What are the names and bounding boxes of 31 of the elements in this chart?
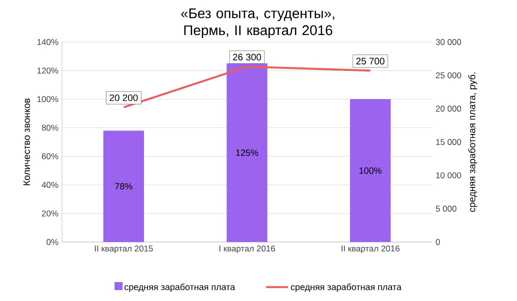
y2-tick-label: 20 000: [436, 106, 462, 112]
y2-tick-label: 25 000: [436, 72, 462, 78]
y-tick-label: 120%: [37, 68, 58, 74]
x-tick-label: II квартал 2015: [94, 246, 153, 254]
x-tick-label: II квартал 2016: [342, 246, 400, 254]
legend-label: средняя заработная плата: [290, 283, 402, 292]
y2-axis-title: средняя заработная плата, руб.: [468, 72, 478, 212]
y-tick-label: 40%: [42, 182, 58, 188]
y2-tick-label: 10 000: [436, 172, 462, 178]
y-tick-label: 60%: [42, 153, 58, 160]
y-tick-label: 80%: [42, 124, 58, 131]
legend-label: средняя заработная плата: [124, 283, 236, 292]
x-tick-label: I квартал 2016: [219, 246, 275, 254]
data-label: 100%: [360, 167, 382, 174]
bar: [350, 99, 391, 242]
y-tick-label: 100%: [37, 96, 58, 102]
y-tick-label: 140%: [37, 39, 58, 45]
bar: [103, 130, 144, 242]
y2-tick-label: 30 000: [436, 39, 462, 45]
y-tick-label: 20%: [42, 210, 58, 216]
data-label: 125%: [236, 150, 258, 156]
y2-tick-label: 5 000: [436, 206, 456, 212]
chart-title: «Без опыта, студенты», Пермь, II квартал 2016: [181, 8, 334, 38]
y2-tick-label: 15 000: [436, 139, 462, 145]
data-label: 20 200: [110, 94, 138, 102]
y-tick-label: 0%: [46, 239, 58, 245]
y-axis-title: Количество звонков: [23, 98, 30, 186]
data-label: 78%: [115, 183, 132, 190]
data-label: 25 700: [356, 58, 384, 64]
data-label: 26 300: [232, 54, 262, 60]
y2-tick-label: 0: [436, 239, 440, 245]
